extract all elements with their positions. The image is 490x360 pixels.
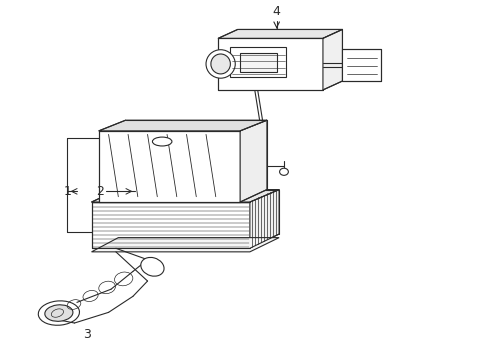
Text: 1: 1: [64, 185, 72, 198]
Text: 2: 2: [96, 185, 104, 198]
Polygon shape: [240, 120, 267, 202]
Polygon shape: [323, 30, 343, 90]
Polygon shape: [92, 190, 279, 202]
Ellipse shape: [38, 301, 79, 325]
Ellipse shape: [211, 54, 230, 74]
Ellipse shape: [280, 168, 288, 175]
Ellipse shape: [152, 137, 172, 146]
Polygon shape: [99, 131, 240, 202]
Bar: [240, 53, 277, 72]
Ellipse shape: [45, 305, 73, 321]
Polygon shape: [218, 30, 343, 38]
Text: 3: 3: [83, 328, 91, 341]
Text: 4: 4: [273, 5, 281, 18]
Polygon shape: [92, 238, 279, 252]
Bar: [230, 47, 287, 77]
Ellipse shape: [206, 50, 235, 78]
Polygon shape: [92, 202, 250, 248]
Polygon shape: [250, 190, 279, 248]
Ellipse shape: [141, 257, 164, 276]
Polygon shape: [99, 120, 267, 131]
Polygon shape: [343, 49, 381, 81]
Polygon shape: [218, 38, 323, 90]
